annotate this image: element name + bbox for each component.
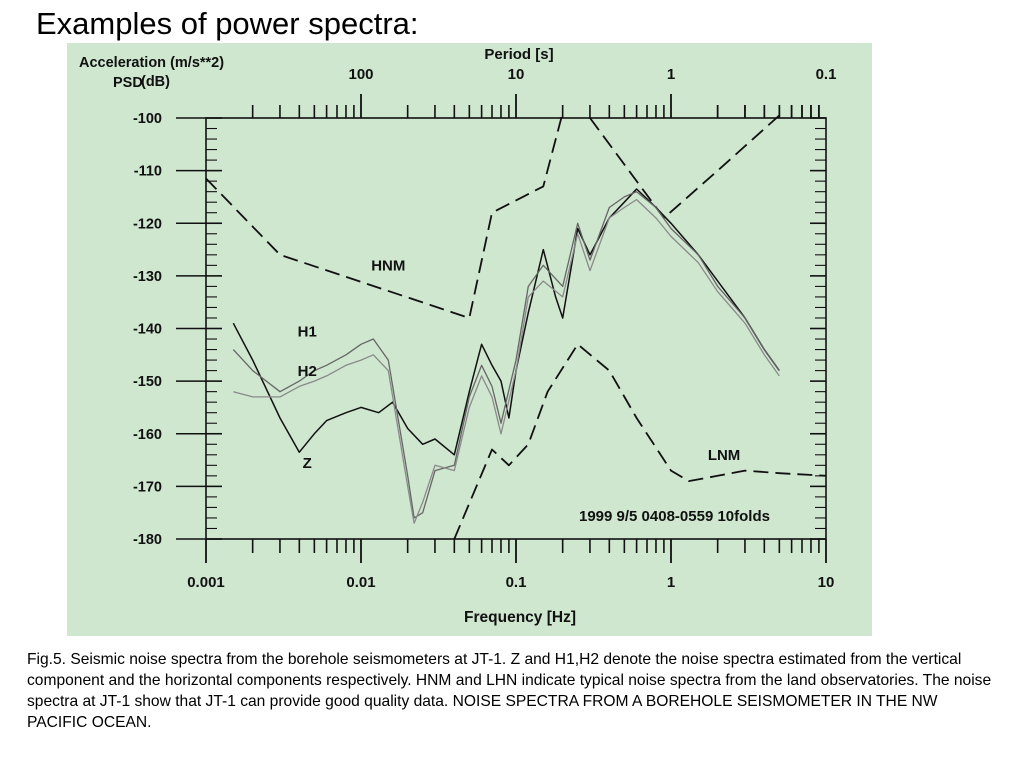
series-line-z (232, 188, 780, 456)
x-tick-label: 10 (818, 574, 835, 591)
plot-frame (205, 117, 827, 540)
series-label-h1: H1 (298, 323, 317, 340)
series-line-h2 (233, 198, 780, 524)
figure-panel: -100 -110 -120 -130 -140 -150 -160 -170 -180 0.00… (67, 43, 872, 636)
top-axis-label: Period [s] (484, 46, 553, 63)
y-tick-label: -180 (133, 532, 162, 548)
series-line-lnm (453, 343, 827, 540)
series-layer (205, 112, 827, 540)
y-axis-label-line2: PSD (113, 75, 143, 91)
top-axis-tick-label: 0.1 (816, 66, 837, 83)
x-tick-label: 1 (667, 574, 675, 591)
y-tick-label: -170 (133, 479, 162, 495)
top-axis-tick-label: 10 (508, 66, 525, 83)
chart-annotation: 1999 9/5 0408-0559 10folds (579, 508, 770, 525)
label-layer: -100 -110 -120 -130 -140 -150 -160 -170 -180 0.00… (133, 66, 836, 591)
axis-ticks (176, 94, 827, 563)
x-axis-label: Frequency [Hz] (464, 609, 576, 626)
series-label-h2: H2 (298, 363, 317, 380)
top-axis-tick-label: 100 (348, 66, 373, 83)
series-line-noise-model-1 (589, 114, 780, 219)
y-tick-label: -140 (133, 322, 162, 338)
y-axis-label-line1: Acceleration (m/s**2) (79, 55, 224, 71)
y-tick-label: -120 (133, 216, 162, 232)
y-tick-label: -100 (133, 111, 162, 127)
y-tick-label: -130 (133, 269, 162, 285)
y-tick-label: -110 (134, 164, 162, 180)
series-label-z: Z (303, 455, 312, 472)
y-axis-unit-label: (dB) (141, 74, 170, 90)
x-tick-label: 0.1 (506, 574, 527, 591)
series-line-hnm (205, 112, 564, 319)
figure-caption: Fig.5. Seismic noise spectra from the bo… (27, 651, 992, 731)
slide-title: Examples of power spectra: (36, 6, 419, 41)
x-tick-label: 0.001 (187, 574, 225, 591)
x-tick-label: 0.01 (346, 574, 375, 591)
top-axis-tick-label: 1 (667, 66, 675, 83)
power-spectra-chart: -100 -110 -120 -130 -140 -150 -160 -170 -180 0.00… (79, 46, 836, 626)
series-label-hnm: HNM (371, 258, 405, 275)
y-tick-label: -150 (133, 374, 162, 390)
y-tick-label: -160 (133, 427, 162, 443)
series-line-h1 (232, 191, 780, 519)
series-label-lnm: LNM (708, 447, 741, 464)
